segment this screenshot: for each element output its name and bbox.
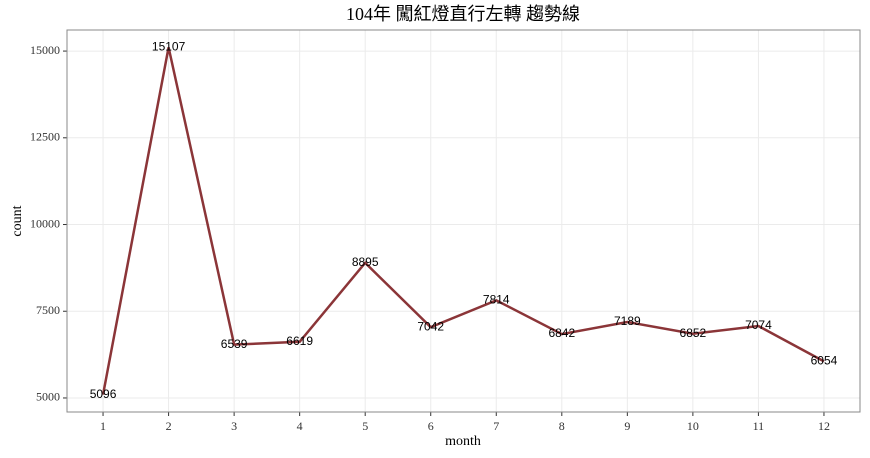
x-tick-label: 8 xyxy=(559,419,565,433)
chart-title: 104年 闖紅燈直行左轉 趨勢線 xyxy=(346,4,580,24)
data-label: 6054 xyxy=(811,354,838,368)
data-label: 6852 xyxy=(680,326,707,340)
x-tick-label: 2 xyxy=(166,419,172,433)
x-tick-label: 5 xyxy=(362,419,368,433)
x-tick-label: 3 xyxy=(231,419,237,433)
data-label: 7814 xyxy=(483,293,510,307)
data-label: 6842 xyxy=(548,326,575,340)
x-tick-label: 7 xyxy=(493,419,499,433)
y-tick-label: 5000 xyxy=(36,390,60,404)
x-tick-label: 4 xyxy=(297,419,303,433)
data-label: 7189 xyxy=(614,314,641,328)
x-tick-label: 10 xyxy=(687,419,699,433)
data-label: 6619 xyxy=(286,334,313,348)
y-tick-label: 7500 xyxy=(36,303,60,317)
y-tick-label: 15000 xyxy=(30,43,60,57)
data-label: 8895 xyxy=(352,255,379,269)
data-label: 7042 xyxy=(417,319,444,333)
data-label: 5096 xyxy=(90,387,117,401)
x-tick-label: 9 xyxy=(624,419,630,433)
data-label: 6539 xyxy=(221,337,248,351)
data-label: 7074 xyxy=(745,318,772,332)
x-tick-label: 1 xyxy=(100,419,106,433)
x-tick-label: 6 xyxy=(428,419,434,433)
plot-border xyxy=(66,29,861,413)
x-tick-label: 11 xyxy=(753,419,765,433)
y-tick-label: 12500 xyxy=(30,130,60,144)
y-tick-label: 10000 xyxy=(30,216,60,230)
line xyxy=(101,47,825,395)
x-tick-label: 12 xyxy=(818,419,830,433)
data-label: 15107 xyxy=(152,40,186,54)
x-axis-label: month xyxy=(445,434,481,449)
y-axis-label: count xyxy=(10,205,25,236)
